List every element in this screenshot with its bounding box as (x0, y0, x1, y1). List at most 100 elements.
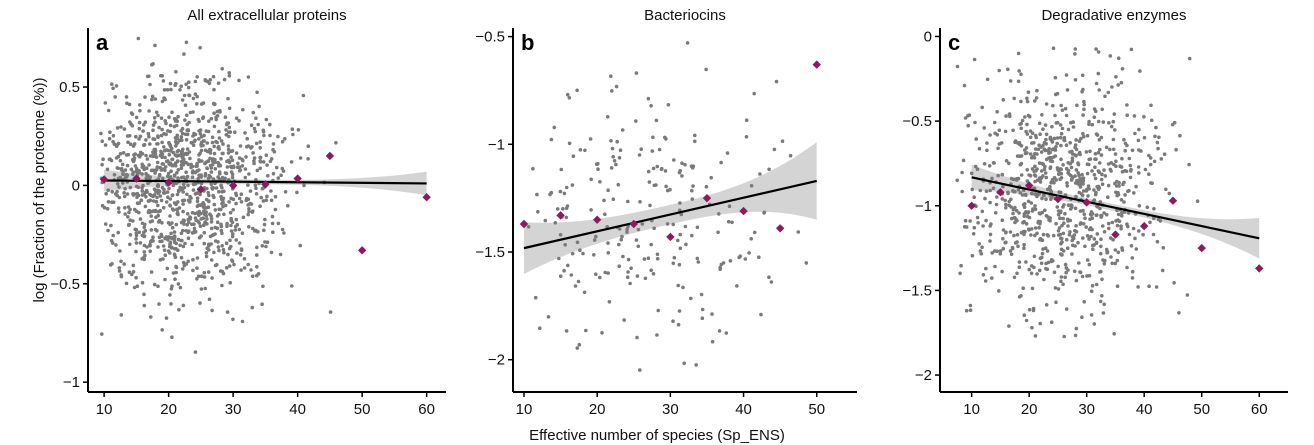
data-point (1100, 172, 1104, 177)
data-point (237, 78, 241, 83)
data-point (134, 169, 138, 174)
data-point (1061, 282, 1065, 287)
data-point (538, 326, 542, 331)
data-point (193, 79, 198, 84)
data-point (1125, 222, 1129, 226)
data-point (195, 256, 200, 260)
bin-mean-marker (519, 219, 529, 229)
data-point (138, 241, 143, 245)
data-point (111, 133, 116, 138)
data-point (1024, 129, 1028, 134)
data-point (1066, 127, 1071, 132)
data-point (1155, 239, 1160, 244)
data-point (116, 141, 121, 146)
data-point (1081, 113, 1085, 117)
data-point (203, 161, 207, 166)
data-point (1086, 194, 1090, 198)
data-point (169, 302, 173, 306)
data-point (1033, 174, 1038, 178)
data-point (209, 220, 214, 224)
data-point (1024, 318, 1029, 323)
data-point (222, 189, 226, 194)
data-point (306, 157, 310, 161)
data-point (617, 264, 621, 269)
data-point (1114, 75, 1118, 79)
data-point (1092, 115, 1097, 119)
data-point (724, 331, 729, 335)
data-point (265, 194, 269, 199)
data-point (163, 277, 167, 282)
data-point (1028, 152, 1033, 156)
data-point (100, 332, 104, 336)
data-point (191, 182, 196, 187)
data-point (160, 221, 164, 225)
data-point (1130, 256, 1135, 260)
data-point (142, 234, 147, 239)
data-point (1149, 118, 1154, 123)
data-point (1032, 169, 1036, 174)
data-point (1086, 184, 1091, 188)
data-point (193, 350, 198, 354)
data-point (126, 215, 130, 219)
data-point (636, 244, 641, 249)
data-point (117, 185, 121, 189)
data-point (1120, 67, 1125, 71)
data-point (726, 219, 731, 224)
data-point (237, 119, 241, 123)
data-point (975, 215, 980, 220)
data-point (596, 167, 600, 171)
data-point (205, 141, 209, 145)
data-point (1152, 207, 1156, 211)
data-point (241, 215, 246, 220)
x-tick-label: 10 (963, 401, 980, 418)
data-point (234, 151, 239, 155)
data-point (1027, 267, 1031, 272)
data-point (1043, 208, 1047, 213)
data-point (191, 188, 196, 192)
data-point (638, 368, 642, 372)
data-point (1123, 149, 1127, 153)
data-point (968, 219, 972, 223)
confidence-band (524, 142, 817, 274)
data-point (1059, 131, 1064, 136)
data-point (210, 140, 215, 145)
data-point (1068, 218, 1073, 223)
data-point (1029, 155, 1034, 160)
data-point (747, 251, 751, 255)
data-point (1094, 213, 1099, 218)
data-point (195, 196, 200, 200)
bin-mean-marker (739, 206, 748, 216)
data-point (176, 153, 180, 158)
data-point (1057, 169, 1061, 173)
data-point (1060, 126, 1065, 131)
data-point (210, 135, 215, 140)
data-point (1074, 224, 1078, 228)
data-point (1099, 251, 1103, 256)
data-point (261, 130, 266, 134)
data-point (1053, 75, 1058, 80)
data-point (202, 212, 207, 216)
data-point (676, 283, 680, 288)
data-point (1074, 278, 1079, 283)
data-point (254, 178, 258, 182)
y-tick-label: −1 (63, 374, 80, 391)
data-point (1082, 99, 1086, 104)
data-point (1090, 283, 1095, 288)
data-point (589, 177, 593, 182)
bin-mean-marker (261, 180, 270, 189)
data-point (235, 165, 240, 169)
data-point (1070, 149, 1074, 154)
bin-mean-marker (1111, 230, 1120, 239)
data-point (988, 188, 992, 193)
data-point (1000, 269, 1004, 274)
data-point (150, 94, 155, 99)
data-point (183, 132, 188, 137)
data-point (618, 148, 623, 152)
data-point (651, 135, 655, 140)
data-point (156, 213, 160, 218)
data-point (1141, 232, 1145, 237)
data-point (1129, 244, 1134, 248)
data-point (143, 204, 148, 209)
data-point (158, 165, 162, 170)
data-point (215, 220, 220, 224)
